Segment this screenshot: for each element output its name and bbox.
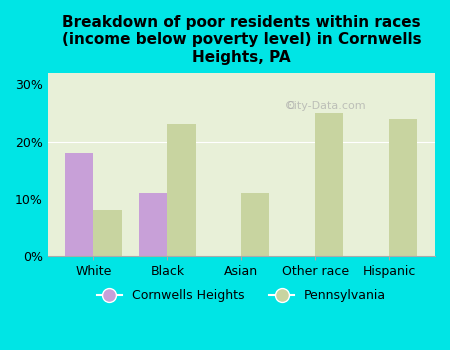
Legend: Cornwells Heights, Pennsylvania: Cornwells Heights, Pennsylvania [91,284,391,307]
Bar [315,113,343,256]
Text: ⊙: ⊙ [284,99,295,112]
Bar [389,119,418,256]
Text: City-Data.com: City-Data.com [287,101,366,111]
Bar [94,210,122,256]
Bar [140,193,167,256]
Bar [65,153,94,256]
Bar [241,193,270,256]
Title: Breakdown of poor residents within races
(income below poverty level) in Cornwel: Breakdown of poor residents within races… [62,15,421,65]
Bar [167,124,195,256]
